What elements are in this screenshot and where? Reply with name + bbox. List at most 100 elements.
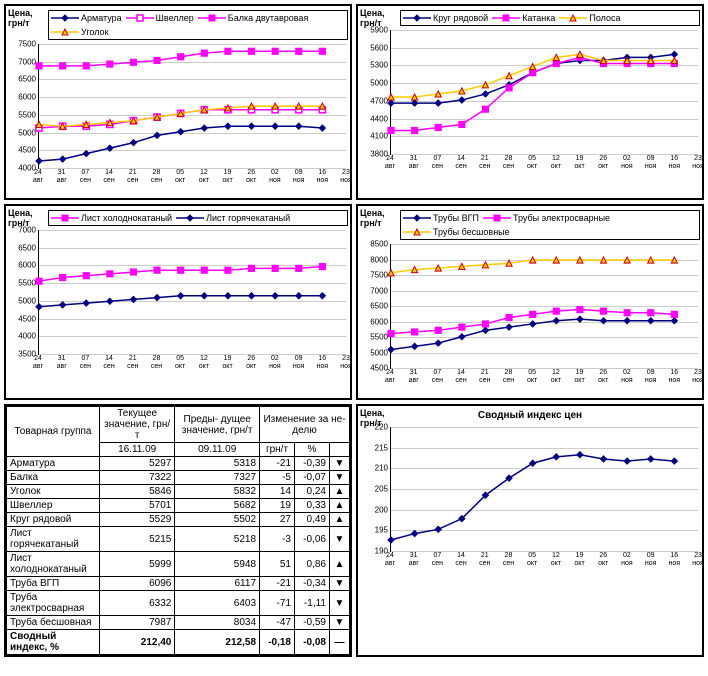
y-tick: 6000: [370, 317, 391, 326]
th-dir: [329, 443, 349, 457]
cell-abs: 27: [260, 513, 295, 527]
th-current: Текущее значение, грн/т: [99, 407, 174, 443]
cell-name: Труба электросварная: [7, 591, 100, 616]
x-tick: 07сен: [80, 169, 91, 184]
y-tick: 8000: [370, 255, 391, 264]
cell-dir: ▼: [329, 591, 349, 616]
x-tick: 14сен: [103, 355, 114, 370]
legend-item: Швеллер: [126, 13, 194, 23]
cell-name: Уголок: [7, 485, 100, 499]
x-tick: 23ноя: [692, 155, 704, 170]
y-tick: 7000: [370, 286, 391, 295]
cell-name: Балка: [7, 471, 100, 485]
x-tick: 19окт: [222, 169, 232, 184]
legend-item: Трубы электросварные: [483, 213, 610, 223]
price-table: Товарная группа Текущее значение, грн/т …: [6, 406, 350, 655]
cell-prev: 212,58: [175, 630, 260, 655]
cell-name: Круг рядовой: [7, 513, 100, 527]
x-tick: 05окт: [527, 552, 537, 567]
x-tick: 23ноя: [692, 369, 704, 384]
cell-abs: 19: [260, 499, 295, 513]
cell-prev: 8034: [175, 616, 260, 630]
table-row: Лист холоднокатаный 5999 5948 51 0,86 ▲: [7, 552, 350, 577]
x-tick: 24авг: [33, 355, 43, 370]
y-tick: 4500: [18, 314, 39, 323]
x-tick: 05окт: [527, 369, 537, 384]
x-tick: 16ноя: [317, 355, 329, 370]
cell-pct: -0,59: [295, 616, 330, 630]
cell-cur: 6096: [99, 577, 174, 591]
legend-label: Катанка: [522, 13, 555, 23]
y-tick: 5500: [18, 110, 39, 119]
x-tick: 26окт: [598, 155, 608, 170]
chart-area: 3800410044004700500053005600590024авг31а…: [390, 30, 698, 180]
x-tick: 31авг: [409, 369, 419, 384]
x-tick: 12окт: [551, 369, 561, 384]
cell-abs: 51: [260, 552, 295, 577]
legend-item: Трубы бесшовные: [403, 227, 510, 237]
x-tick: 14сен: [103, 169, 114, 184]
x-tick: 16ноя: [669, 155, 681, 170]
x-tick: 31авг: [57, 169, 67, 184]
cell-prev: 5218: [175, 527, 260, 552]
x-tick: 14сен: [455, 552, 466, 567]
x-tick: 09ноя: [293, 169, 305, 184]
x-tick: 16ноя: [669, 552, 681, 567]
legend-item: Уголок: [51, 27, 109, 37]
y-tick: 215: [375, 443, 391, 452]
x-tick: 16ноя: [317, 169, 329, 184]
y-tick: 220: [375, 423, 391, 432]
cell-pct: -1,11: [295, 591, 330, 616]
cell-pct: -0,06: [295, 527, 330, 552]
table-footer: Сводный индекс, % 212,40 212,58 -0,18 -0…: [7, 630, 350, 655]
cell-pct: 0,24: [295, 485, 330, 499]
chart-area: 19019520020521021522024авг31авг07сен14се…: [390, 427, 698, 577]
x-tick: 24авг: [385, 552, 395, 567]
cell-cur: 5529: [99, 513, 174, 527]
y-tick: 4400: [370, 114, 391, 123]
panel-2: Цена,грн/тКруг рядовойКатанкаПолоса38004…: [356, 4, 704, 200]
legend: Трубы ВГПТрубы электросварныеТрубы бесшо…: [400, 210, 700, 240]
legend-label: Лист холоднокатаный: [81, 213, 172, 223]
table-row: Труба электросварная 6332 6403 -71 -1,11…: [7, 591, 350, 616]
legend-item: Арматура: [51, 13, 122, 23]
cell-abs: -0,18: [260, 630, 295, 655]
x-tick: 14сен: [455, 369, 466, 384]
cell-abs: -5: [260, 471, 295, 485]
x-tick: 05окт: [175, 169, 185, 184]
y-tick: 5000: [18, 296, 39, 305]
x-tick: 28сен: [151, 355, 162, 370]
x-tick: 28сен: [503, 155, 514, 170]
x-tick: 23ноя: [340, 355, 352, 370]
cell-dir: ▲: [329, 513, 349, 527]
legend-item: Полоса: [559, 13, 620, 23]
x-tick: 02ноя: [621, 155, 633, 170]
cell-dir: ▼: [329, 577, 349, 591]
cell-pct: -0,39: [295, 457, 330, 471]
cell-pct: -0,08: [295, 630, 330, 655]
y-tick: 7000: [18, 226, 39, 235]
x-tick: 16ноя: [669, 369, 681, 384]
cell-cur: 5701: [99, 499, 174, 513]
dashboard-grid: Цена,грн/тАрматураШвеллерБалка двутавров…: [4, 4, 704, 657]
cell-dir: ▲: [329, 499, 349, 513]
th-abs: грн/т: [260, 443, 295, 457]
x-tick: 07сен: [432, 552, 443, 567]
x-tick: 21сен: [127, 169, 138, 184]
y-tick: 5300: [370, 61, 391, 70]
x-tick: 02ноя: [621, 552, 633, 567]
cell-dir: ▼: [329, 471, 349, 485]
cell-name: Лист горячекатаный: [7, 527, 100, 552]
panel-3: Цена,грн/тЛист холоднокатаныйЛист горяче…: [4, 204, 352, 400]
y-tick: 6500: [370, 302, 391, 311]
th-pct: %: [295, 443, 330, 457]
cell-abs: 14: [260, 485, 295, 499]
panel-1: Цена,грн/тАрматураШвеллерБалка двутавров…: [4, 4, 352, 200]
x-tick: 09ноя: [645, 552, 657, 567]
y-tick: 6000: [18, 261, 39, 270]
x-tick: 19окт: [574, 155, 584, 170]
th-group: Товарная группа: [7, 407, 100, 457]
cell-pct: -0,34: [295, 577, 330, 591]
cell-prev: 5832: [175, 485, 260, 499]
y-tick: 205: [375, 485, 391, 494]
